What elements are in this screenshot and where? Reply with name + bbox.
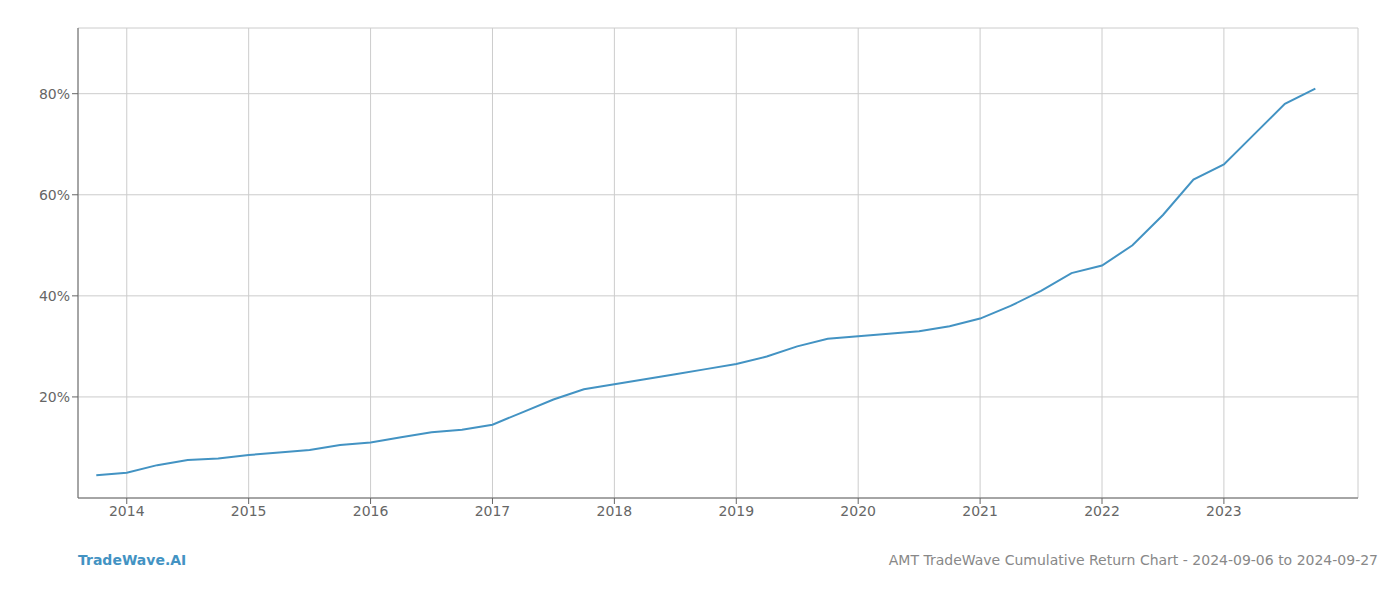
svg-text:2016: 2016: [353, 503, 389, 519]
svg-text:80%: 80%: [39, 86, 70, 102]
svg-text:40%: 40%: [39, 288, 70, 304]
html-text:TradeWave.AI: TradeWave.AI: [78, 552, 187, 568]
svg-text:2015: 2015: [231, 503, 267, 519]
html-text:AMT TradeWave Cumulative Retur: AMT TradeWave Cumulative Return Chart - …: [888, 552, 1378, 568]
svg-text:2018: 2018: [597, 503, 633, 519]
svg-text:2023: 2023: [1206, 503, 1242, 519]
svg-text:20%: 20%: [39, 389, 70, 405]
svg-text:2014: 2014: [109, 503, 145, 519]
svg-text:60%: 60%: [39, 187, 70, 203]
svg-text:2020: 2020: [840, 503, 876, 519]
svg-text:2017: 2017: [475, 503, 511, 519]
svg-text:2022: 2022: [1084, 503, 1120, 519]
svg-text:2021: 2021: [962, 503, 998, 519]
svg-text:2019: 2019: [718, 503, 754, 519]
